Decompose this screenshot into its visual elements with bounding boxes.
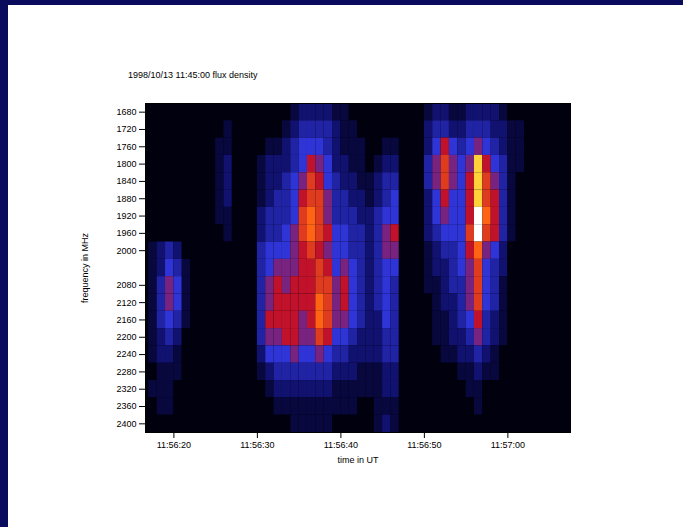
svg-text:time in UT: time in UT [337,455,379,465]
svg-text:2400: 2400 [116,419,136,429]
svg-text:11:56:20: 11:56:20 [157,440,191,450]
svg-text:11:56:50: 11:56:50 [407,440,441,450]
svg-text:11:57:00: 11:57:00 [491,440,525,450]
svg-text:1920: 1920 [116,211,136,221]
svg-text:1760: 1760 [116,142,136,152]
svg-text:frequency in MHz: frequency in MHz [80,232,90,303]
svg-text:2160: 2160 [116,315,136,325]
svg-text:2280: 2280 [116,367,136,377]
svg-text:11:56:40: 11:56:40 [324,440,358,450]
svg-text:2240: 2240 [116,349,136,359]
svg-text:2320: 2320 [116,384,136,394]
svg-text:2120: 2120 [116,298,136,308]
svg-text:2360: 2360 [116,401,136,411]
svg-text:11:56:30: 11:56:30 [240,440,274,450]
html-text:1998/10/13 11:45:00 flux densi: 1998/10/13 11:45:00 flux density [128,70,258,80]
svg-text:1720: 1720 [116,124,136,134]
svg-text:2000: 2000 [116,246,136,256]
svg-text:1960: 1960 [116,228,136,238]
svg-text:1840: 1840 [116,176,136,186]
svg-text:2200: 2200 [116,332,136,342]
svg-text:1680: 1680 [116,107,136,117]
svg-text:1800: 1800 [116,159,136,169]
svg-text:1880: 1880 [116,194,136,204]
svg-text:2080: 2080 [116,280,136,290]
